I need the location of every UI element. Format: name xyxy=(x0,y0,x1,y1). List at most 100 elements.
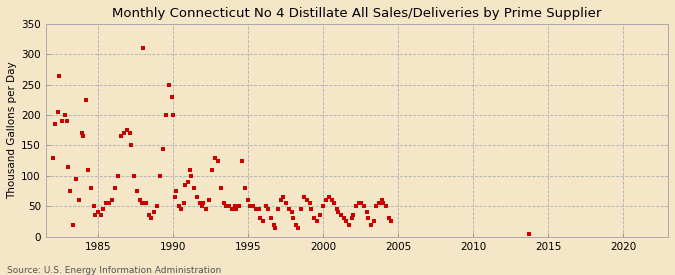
Point xyxy=(96,213,107,218)
Point xyxy=(141,201,152,205)
Point xyxy=(270,226,281,230)
Point xyxy=(74,198,84,202)
Point xyxy=(169,195,180,199)
Point xyxy=(183,180,194,184)
Point xyxy=(292,226,303,230)
Point xyxy=(70,177,81,181)
Point xyxy=(163,82,174,87)
Point xyxy=(280,201,291,205)
Point xyxy=(354,201,364,205)
Point xyxy=(291,222,302,227)
Point xyxy=(92,210,103,214)
Point xyxy=(231,207,242,211)
Point xyxy=(370,204,381,208)
Point xyxy=(273,207,284,211)
Point xyxy=(333,210,344,214)
Point xyxy=(210,155,221,160)
Point xyxy=(226,207,237,211)
Point xyxy=(254,216,265,221)
Point xyxy=(315,213,325,218)
Point xyxy=(53,110,63,114)
Point xyxy=(76,131,87,136)
Point xyxy=(144,213,155,218)
Point xyxy=(160,113,171,117)
Point xyxy=(328,201,339,205)
Point xyxy=(198,201,209,205)
Point xyxy=(186,174,196,178)
Point xyxy=(288,216,298,221)
Point xyxy=(240,186,250,190)
Point xyxy=(97,207,108,211)
Point xyxy=(178,201,189,205)
Point xyxy=(263,207,273,211)
Point xyxy=(373,201,384,205)
Point xyxy=(247,204,258,208)
Text: Source: U.S. Energy Information Administration: Source: U.S. Energy Information Administ… xyxy=(7,266,221,275)
Point xyxy=(88,204,99,208)
Point xyxy=(220,204,231,208)
Point xyxy=(335,213,346,218)
Point xyxy=(81,98,92,102)
Point xyxy=(184,168,195,172)
Point xyxy=(244,204,255,208)
Point xyxy=(523,232,534,236)
Point xyxy=(376,198,387,202)
Point xyxy=(151,204,162,208)
Point xyxy=(166,95,177,99)
Point xyxy=(200,207,211,211)
Point xyxy=(295,207,306,211)
Point xyxy=(60,113,71,117)
Point xyxy=(324,195,335,199)
Point xyxy=(265,216,276,221)
Point xyxy=(298,195,309,199)
Point xyxy=(49,122,60,127)
Point xyxy=(155,174,165,178)
Point xyxy=(243,198,254,202)
Point xyxy=(339,216,350,221)
Point xyxy=(277,195,288,199)
Point xyxy=(385,219,396,224)
Point xyxy=(189,186,200,190)
Point xyxy=(63,164,74,169)
Point xyxy=(61,119,72,123)
Point xyxy=(318,204,329,208)
Point xyxy=(268,222,279,227)
Point xyxy=(82,168,93,172)
Point xyxy=(196,204,207,208)
Point xyxy=(351,204,362,208)
Point xyxy=(358,204,369,208)
Title: Monthly Connecticut No 4 Distillate All Sales/Deliveries by Prime Supplier: Monthly Connecticut No 4 Distillate All … xyxy=(112,7,601,20)
Point xyxy=(145,216,156,221)
Point xyxy=(381,204,392,208)
Point xyxy=(369,219,379,224)
Point xyxy=(355,201,366,205)
Point xyxy=(148,210,159,214)
Point xyxy=(383,216,394,221)
Point xyxy=(301,198,312,202)
Point xyxy=(129,174,140,178)
Point xyxy=(103,201,114,205)
Point xyxy=(219,201,230,205)
Point xyxy=(57,119,68,123)
Point xyxy=(132,189,142,193)
Point xyxy=(48,155,59,160)
Point xyxy=(68,222,78,227)
Point xyxy=(230,204,240,208)
Point xyxy=(366,222,377,227)
Point xyxy=(192,195,202,199)
Point xyxy=(204,198,215,202)
Point xyxy=(223,204,234,208)
Point xyxy=(234,204,244,208)
Point xyxy=(362,216,373,221)
Point xyxy=(168,113,179,117)
Point xyxy=(321,198,331,202)
Point xyxy=(136,201,147,205)
Point xyxy=(118,131,129,136)
Point xyxy=(340,219,351,224)
Point xyxy=(176,207,186,211)
Point xyxy=(90,213,101,218)
Point xyxy=(250,207,261,211)
Point xyxy=(237,158,248,163)
Point xyxy=(157,146,168,151)
Point xyxy=(85,186,96,190)
